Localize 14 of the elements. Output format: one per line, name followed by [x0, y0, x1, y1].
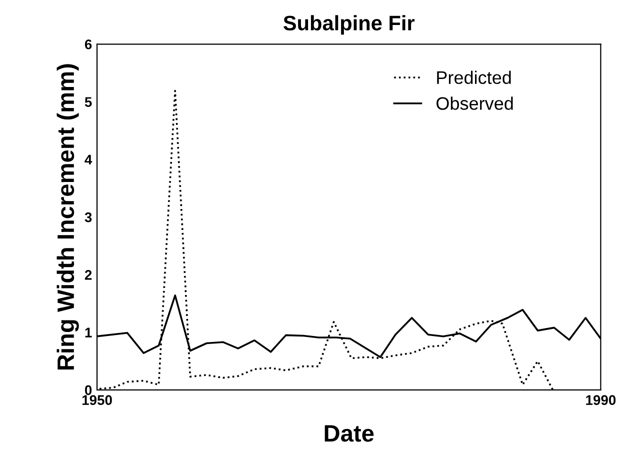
y-tick-label: 2 — [84, 270, 92, 280]
x-axis-title: Date — [324, 425, 374, 442]
x-tick-label: 1950 — [82, 395, 112, 405]
chart-title: Subalpine Fir — [283, 15, 415, 35]
y-tick-label: 0 — [84, 385, 92, 396]
x-tick-label: 1990 — [586, 395, 616, 405]
y-tick-label: 5 — [84, 97, 92, 107]
y-tick-label: 1 — [85, 328, 92, 338]
y-tick-label: 4 — [84, 154, 92, 164]
y-tick-label: 6 — [84, 39, 92, 50]
legend-label: Predicted — [437, 70, 511, 84]
legend-label: Observed — [436, 96, 513, 110]
y-tick-label: 3 — [84, 212, 92, 222]
y-axis-title: Ring Width Increment (mm) — [56, 64, 79, 370]
